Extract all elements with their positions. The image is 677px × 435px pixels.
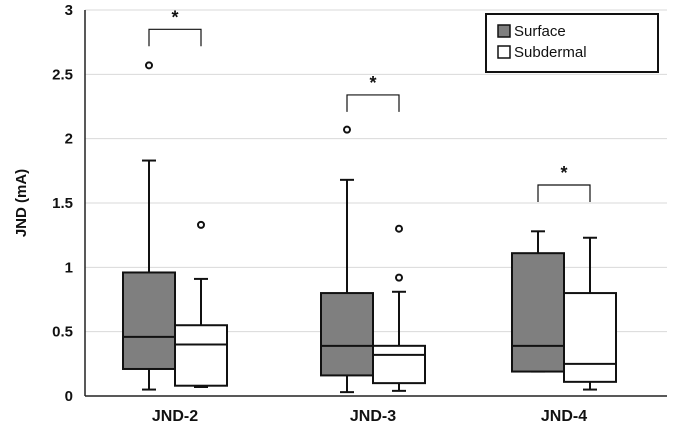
y-axis-title: JND (mA) <box>13 169 30 237</box>
box-subdermal-jnd-2 <box>174 220 228 388</box>
bracket-line <box>346 94 400 112</box>
outlier-point <box>197 220 205 229</box>
box-iqr <box>563 292 617 383</box>
x-category-label: JND-4 <box>541 408 587 425</box>
legend-label-surface: Surface <box>514 23 566 40</box>
significance-bracket: * <box>148 7 202 47</box>
y-tick-label: 0 <box>65 388 73 405</box>
outlier-point <box>145 61 153 70</box>
box-iqr <box>372 344 426 385</box>
outlier-point <box>343 125 351 134</box>
y-tick-label: 0.5 <box>52 324 73 341</box>
box-subdermal-jnd-3 <box>372 224 426 392</box>
y-tick-label: 2.5 <box>52 66 73 83</box>
box-surface-jnd-3 <box>320 125 374 394</box>
outlier-point <box>395 273 403 282</box>
box-surface-jnd-4 <box>511 230 565 373</box>
box-iqr <box>122 271 176 370</box>
y-tick-label: 2 <box>65 131 73 148</box>
significance-star: * <box>560 163 567 183</box>
y-tick-label: 3 <box>65 2 73 19</box>
x-category-label: JND-2 <box>152 408 198 425</box>
axes: 0 0.5 1 1.5 2 2.5 3 JND-2 JND-3 JND-4 <box>52 2 667 425</box>
x-category-label: JND-3 <box>350 408 396 425</box>
outlier-point <box>395 224 403 233</box>
y-tick-label: 1.5 <box>52 195 73 212</box>
box-surface-jnd-2 <box>122 61 176 391</box>
bracket-line <box>537 184 591 202</box>
boxes <box>122 61 617 394</box>
box-iqr <box>511 252 565 373</box>
box-subdermal-jnd-4 <box>563 236 617 391</box>
legend-box <box>485 13 659 73</box>
legend-swatch-subdermal <box>497 45 511 59</box>
significance-star: * <box>369 73 376 93</box>
legend-label-subdermal: Subdermal <box>514 44 587 61</box>
box-iqr <box>174 324 228 387</box>
significance-star: * <box>171 7 178 27</box>
y-tick-label: 1 <box>65 259 73 276</box>
significance-bracket: * <box>346 73 400 112</box>
significance-bracket: * <box>537 163 591 202</box>
box-iqr <box>320 292 374 377</box>
legend-swatch-surface <box>497 24 511 38</box>
bracket-line <box>148 28 202 47</box>
legend: Surface Subdermal <box>485 13 659 73</box>
significance-markers: * * * <box>148 7 591 202</box>
